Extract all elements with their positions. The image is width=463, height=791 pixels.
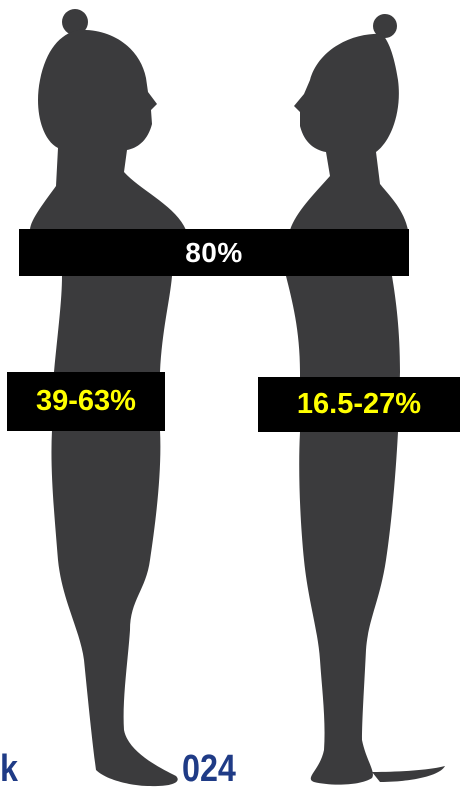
right-figure-percentage-text: 16.5-27% [296,388,422,420]
shared-percentage-band: 80% [19,229,409,276]
watermark-fragment-right: 024 [182,748,236,790]
watermark-fragment-left: k [0,748,18,790]
band-percentage-text: 80% [185,236,243,268]
left-figure-percentage-text: 39-63% [36,385,136,417]
right-figure-percentage-label: 16.5-27% [258,377,460,432]
left-figure-percentage-label: 39-63% [7,372,165,431]
